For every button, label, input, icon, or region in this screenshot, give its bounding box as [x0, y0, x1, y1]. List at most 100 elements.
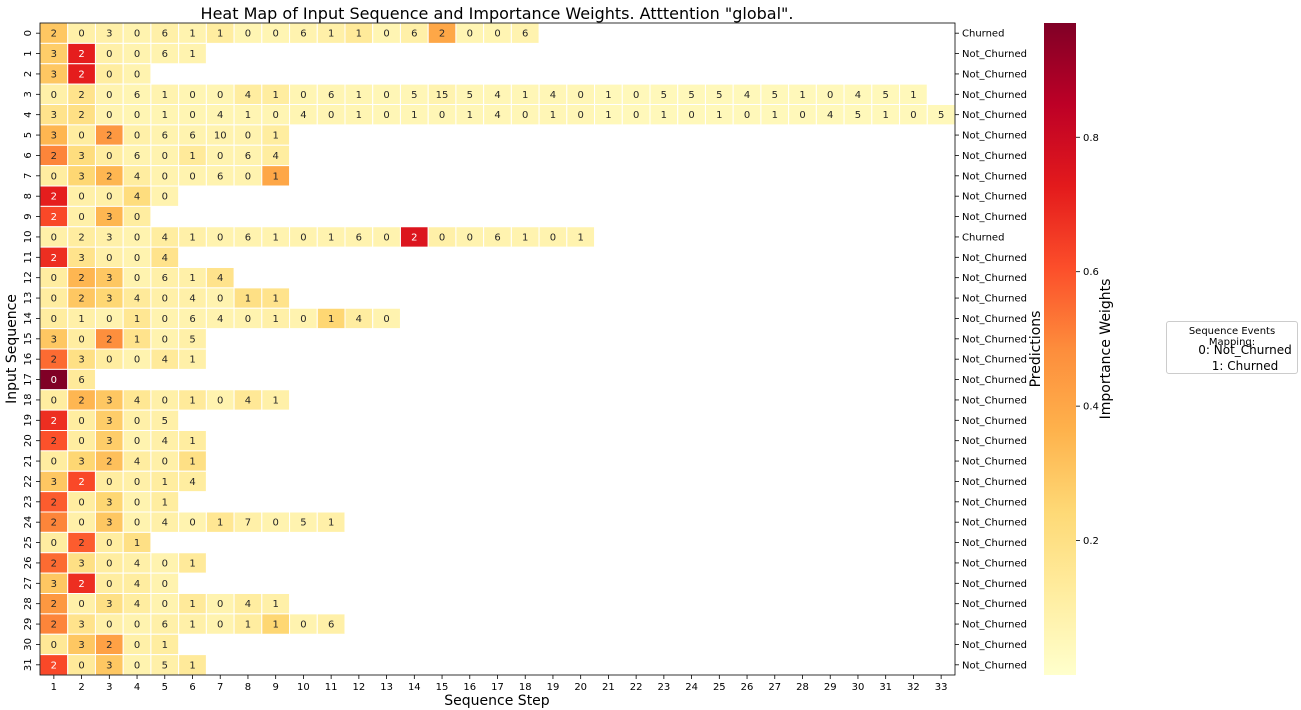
- cell-value: 5: [162, 416, 168, 427]
- cell-value: 0: [744, 110, 750, 121]
- y-tick-label: 30: [23, 638, 34, 651]
- cell-value: 4: [494, 90, 500, 101]
- cell-value: 2: [78, 579, 84, 590]
- cell-value: 6: [162, 620, 168, 631]
- cell-value: 0: [383, 90, 389, 101]
- cell-value: 2: [78, 69, 84, 80]
- cell-value: 1: [189, 660, 195, 671]
- cell-value: 3: [51, 334, 57, 345]
- prediction-label: Not_Churned: [962, 151, 1027, 162]
- cell-value: 0: [78, 599, 84, 610]
- x-tick-label: 10: [297, 682, 310, 693]
- cell-value: 1: [189, 49, 195, 60]
- cell-value: 3: [106, 294, 112, 305]
- y-tick-label: 16: [23, 353, 34, 366]
- y-tick-label: 9: [23, 213, 34, 219]
- cell-value: 0: [134, 660, 140, 671]
- cell-value: 1: [162, 90, 168, 101]
- x-tick-label: 12: [352, 682, 365, 693]
- y-tick-label: 22: [23, 475, 34, 488]
- y-tick-label: 7: [23, 173, 34, 179]
- cell-value: 5: [855, 110, 861, 121]
- cell-value: 1: [217, 29, 223, 40]
- x-tick-label: 18: [519, 682, 532, 693]
- cell-value: 6: [189, 131, 195, 142]
- cell-value: 0: [550, 232, 556, 243]
- cell-value: 6: [245, 151, 251, 162]
- cell-value: 0: [633, 90, 639, 101]
- cell-value: 3: [51, 131, 57, 142]
- cell-value: 0: [189, 518, 195, 529]
- cell-value: 7: [245, 518, 251, 529]
- cell-value: 0: [162, 558, 168, 569]
- x-tick-label: 3: [106, 682, 112, 693]
- cell-value: 0: [799, 110, 805, 121]
- cell-value: 6: [522, 29, 528, 40]
- cell-value: 2: [78, 273, 84, 284]
- cell-value: 2: [51, 212, 57, 223]
- cell-value: 0: [910, 110, 916, 121]
- cell-value: 0: [51, 90, 57, 101]
- cell-value: 0: [134, 640, 140, 651]
- cell-value: 1: [189, 232, 195, 243]
- cell-value: 6: [245, 232, 251, 243]
- cell-value: 1: [356, 90, 362, 101]
- y-tick-label: 8: [23, 193, 34, 199]
- y-tick-label: 20: [23, 434, 34, 447]
- cell-value: 2: [106, 131, 112, 142]
- x-tick-label: 1: [51, 682, 57, 693]
- x-tick-label: 24: [685, 682, 698, 693]
- cell-value: 0: [162, 314, 168, 325]
- cell-value: 3: [106, 436, 112, 447]
- y-tick-label: 6: [23, 152, 34, 158]
- colorbar-label: Importance Weights: [1098, 279, 1114, 420]
- cell-value: 4: [134, 457, 140, 468]
- prediction-label: Not_Churned: [962, 457, 1027, 468]
- cell-value: 0: [106, 477, 112, 488]
- x-axis-ticks: 1 2 3 4 5 6 7 8 9 10 11 12 13 14 15 16 17 18 19 20 21 22 23 24 2…: [51, 675, 948, 693]
- cell-value: 5: [162, 660, 168, 671]
- cell-value: 3: [51, 579, 57, 590]
- x-tick-label: 8: [245, 682, 251, 693]
- y-tick-label: 15: [23, 332, 34, 345]
- colorbar: [1044, 23, 1076, 675]
- colorbar-ticks: 0.2 0.4 0.6 0.8: [1076, 133, 1099, 547]
- prediction-label: Not_Churned: [962, 640, 1027, 651]
- prediction-label: Not_Churned: [962, 192, 1027, 203]
- cell-value: 1: [550, 110, 556, 121]
- cell-value: 0: [78, 29, 84, 40]
- prediction-label: Not_Churned: [962, 538, 1027, 549]
- heatmap-cell: [372, 307, 401, 330]
- cell-value: 1: [910, 90, 916, 101]
- cell-value: 0: [78, 497, 84, 508]
- cell-value: 2: [78, 110, 84, 121]
- cell-value: 1: [189, 355, 195, 366]
- cell-value: 0: [134, 49, 140, 60]
- cell-value: 3: [78, 253, 84, 264]
- cell-value: 6: [162, 29, 168, 40]
- cell-value: 0: [106, 579, 112, 590]
- prediction-label: Not_Churned: [962, 69, 1027, 80]
- cell-value: 2: [411, 232, 417, 243]
- cell-value: 1: [134, 538, 140, 549]
- cell-value: 6: [162, 273, 168, 284]
- cell-value: 2: [51, 436, 57, 447]
- cell-value: 0: [162, 334, 168, 345]
- cell-value: 6: [328, 90, 334, 101]
- cell-value: 1: [772, 110, 778, 121]
- x-tick-label: 30: [852, 682, 865, 693]
- heatmap-cell: [261, 389, 291, 411]
- prediction-labels: Churned Not_Churned Not_Churned Not_Churned…: [955, 29, 1027, 671]
- y-tick-label: 29: [23, 618, 34, 631]
- cell-value: 0: [522, 110, 528, 121]
- cell-value: 2: [78, 294, 84, 305]
- x-tick-label: 27: [768, 682, 781, 693]
- prediction-label: Not_Churned: [962, 273, 1027, 284]
- cell-value: 3: [106, 273, 112, 284]
- prediction-label: Not_Churned: [962, 314, 1027, 325]
- cell-value: 0: [134, 131, 140, 142]
- cell-value: 0: [134, 518, 140, 529]
- cell-value: 0: [51, 314, 57, 325]
- cell-value: 1: [189, 436, 195, 447]
- cell-value: 0: [51, 538, 57, 549]
